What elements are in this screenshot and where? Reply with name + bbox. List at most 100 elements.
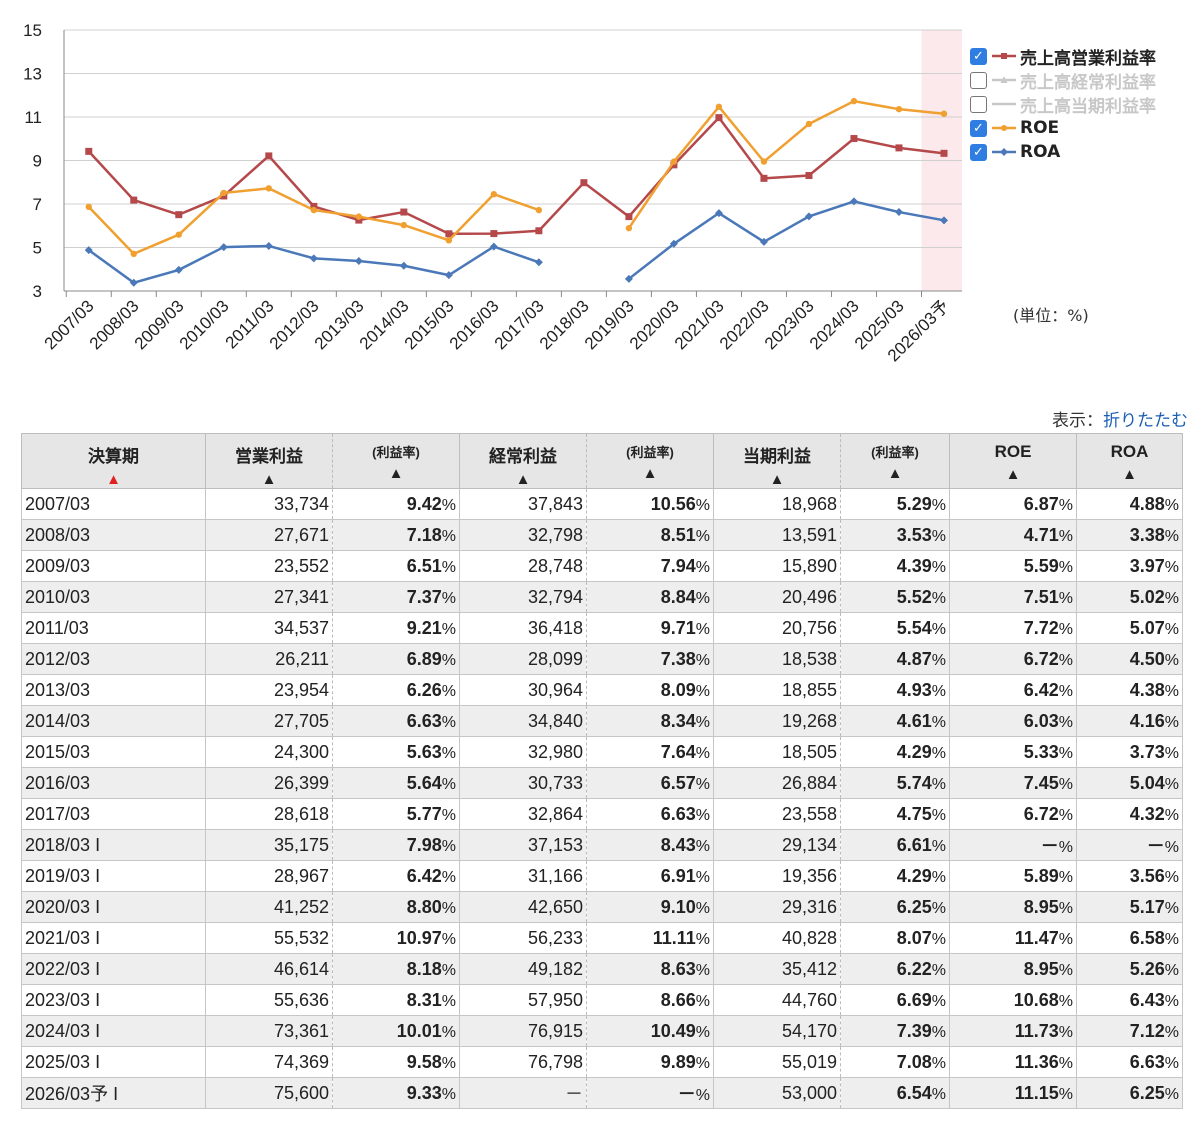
legend-item[interactable]: ✓ ROE — [970, 116, 1156, 140]
ord-cell: 32,864 — [459, 798, 587, 830]
sort-up-icon[interactable]: ▲ — [1122, 466, 1137, 483]
table-row: 2007/03 33,734 9.42% 37,843 10.56% 18,968 5.2… — [21, 488, 1183, 520]
net-cell: 54,170 — [713, 1015, 841, 1047]
sort-up-icon[interactable]: ▲ — [515, 471, 531, 488]
net-cell: 20,756 — [713, 612, 841, 644]
ord_rate-cell: 8.84% — [586, 581, 714, 613]
point-売上高営業利益率 — [85, 147, 93, 155]
point-ROE — [400, 221, 408, 229]
checkbox-icon[interactable] — [970, 71, 987, 89]
sort-up-icon[interactable]: ▲ — [1005, 466, 1021, 483]
op_rate-cell: 9.21% — [332, 612, 460, 644]
op-cell: 55,532 — [205, 922, 333, 954]
x-tick-label: 2015/03 — [401, 296, 458, 353]
roe-cell: 6.72% — [949, 643, 1077, 675]
header-roe[interactable]: ROE ▲ — [949, 433, 1077, 489]
roa-cell: 5.17% — [1076, 891, 1183, 923]
point-ROA — [939, 216, 948, 225]
table-row: 2018/03 I 35,175 7.98% 37,153 8.43% 29,134 6.6… — [21, 829, 1183, 861]
point-ROE — [265, 185, 273, 192]
checkbox-icon[interactable]: ✓ — [970, 143, 987, 161]
table-row: 2021/03 I 55,532 10.97% 56,233 11.11% 40,828 8… — [21, 922, 1183, 954]
y-tick-label: 13 — [23, 65, 42, 84]
roa-cell: 6.25% — [1076, 1077, 1183, 1109]
table-row: 2023/03 I 55,636 8.31% 57,950 8.66% 44,760 6.6… — [21, 984, 1183, 1016]
roe-cell: 6.72% — [949, 798, 1077, 830]
x-tick-label: 2018/03 — [536, 296, 593, 353]
header-op-rate[interactable]: (利益率) ▲ — [332, 433, 460, 489]
roe-cell: 7.45% — [949, 767, 1077, 799]
legend-item[interactable]: 売上高当期利益率 — [970, 92, 1156, 117]
op-cell: 55,636 — [205, 984, 333, 1016]
sort-up-icon[interactable]: ▲ — [769, 471, 785, 488]
sort-up-icon[interactable]: ▲ — [388, 465, 404, 482]
ord_rate-cell: 7.64% — [586, 736, 714, 768]
point-ROE — [220, 189, 227, 197]
header-op-profit[interactable]: 営業利益 ▲ — [205, 433, 333, 489]
op-cell: 27,671 — [205, 519, 333, 551]
point-ROA — [84, 246, 93, 255]
header-ord-rate[interactable]: (利益率) ▲ — [586, 433, 714, 489]
op-cell: 23,954 — [205, 674, 333, 706]
point-ROE — [850, 97, 858, 105]
point-売上高営業利益率 — [580, 179, 588, 187]
header-ord-profit[interactable]: 経常利益 ▲ — [459, 433, 587, 489]
op_rate-cell: 8.31% — [332, 984, 460, 1016]
table-row: 2016/03 26,399 5.64% 30,733 6.57% 26,884 5.74… — [21, 767, 1183, 799]
op_rate-cell: 5.64% — [332, 767, 460, 799]
point-ROE — [670, 158, 678, 165]
op-cell: 26,211 — [205, 643, 333, 675]
point-ROE — [355, 213, 363, 220]
ord-cell: 57,950 — [459, 984, 587, 1016]
legend-item[interactable]: ✓ ROA — [970, 140, 1156, 164]
sort-up-icon[interactable]: ▲ — [261, 471, 277, 488]
roa-cell: 5.26% — [1076, 953, 1183, 985]
table-row: 2009/03 23,552 6.51% 28,748 7.94% 15,890 4.39… — [21, 550, 1183, 582]
ord_rate-cell: 6.57% — [586, 767, 714, 799]
sort-up-icon[interactable]: ▲ — [106, 471, 121, 488]
legend-line-icon — [992, 102, 1016, 106]
x-tick-label: 2008/03 — [86, 296, 143, 353]
roe-cell: 11.47% — [949, 922, 1077, 954]
sort-up-icon[interactable]: ▲ — [887, 465, 903, 482]
legend-item[interactable]: 売上高経常利益率 — [970, 68, 1156, 93]
legend-item[interactable]: ✓ 売上高営業利益率 — [970, 44, 1156, 69]
point-売上高営業利益率 — [400, 208, 408, 216]
checkbox-icon[interactable]: ✓ — [970, 119, 987, 137]
period-cell: 2016/03 — [21, 767, 206, 799]
net_rate-cell: 6.61% — [840, 829, 950, 861]
x-tick-label: 2020/03 — [626, 296, 683, 353]
net_rate-cell: 8.07% — [840, 922, 950, 954]
x-tick-label: 2023/03 — [761, 296, 818, 353]
net_rate-cell: 7.08% — [840, 1046, 950, 1078]
collapse-link[interactable]: 折りたたむ — [1103, 411, 1188, 431]
checkbox-icon[interactable]: ✓ — [970, 47, 987, 65]
header-period[interactable]: 決算期 ▲ — [21, 433, 206, 489]
net_rate-cell: 4.29% — [840, 736, 950, 768]
table-row: 2015/03 24,300 5.63% 32,980 7.64% 18,505 4.29… — [21, 736, 1183, 768]
roe-cell: 6.42% — [949, 674, 1077, 706]
header-roa[interactable]: ROA ▲ — [1076, 433, 1183, 489]
y-tick-label: 7 — [33, 195, 42, 214]
period-cell: 2022/03 I — [21, 953, 206, 985]
header-net-rate[interactable]: (利益率) ▲ — [840, 433, 950, 489]
point-ROA — [624, 274, 633, 283]
ord-cell: 30,964 — [459, 674, 587, 706]
point-ROA — [894, 208, 903, 217]
net_rate-cell: 4.39% — [840, 550, 950, 582]
roa-cell: 7.12% — [1076, 1015, 1183, 1047]
ord_rate-cell: 7.38% — [586, 643, 714, 675]
point-売上高営業利益率 — [895, 144, 903, 152]
point-ROA — [669, 239, 678, 248]
roa-cell: 4.88% — [1076, 488, 1183, 520]
net_rate-cell: 4.87% — [840, 643, 950, 675]
checkbox-icon[interactable] — [970, 95, 987, 113]
header-net-profit[interactable]: 当期利益 ▲ — [713, 433, 841, 489]
sort-up-icon[interactable]: ▲ — [642, 465, 658, 482]
net-cell: 19,268 — [713, 705, 841, 737]
period-mark: I — [95, 958, 101, 979]
legend-line-icon — [992, 76, 1016, 83]
net-cell: 18,855 — [713, 674, 841, 706]
ord-cell: 32,798 — [459, 519, 587, 551]
